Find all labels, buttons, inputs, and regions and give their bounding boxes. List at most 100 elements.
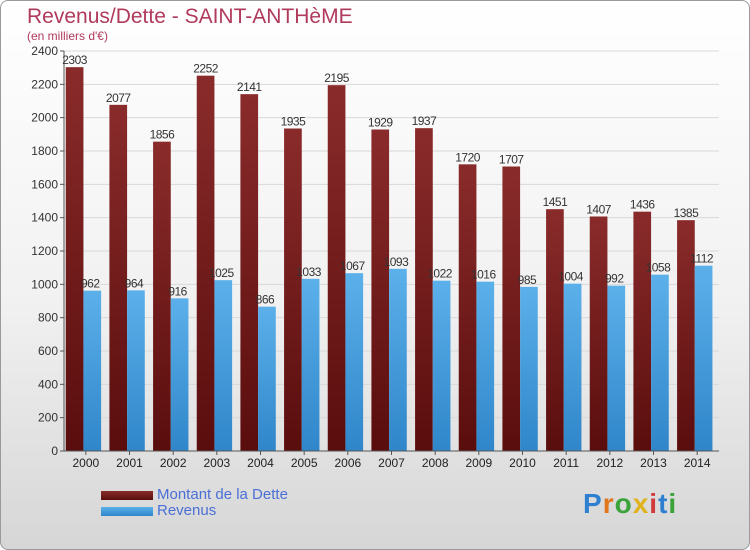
y-tick-label: 1600 [31, 177, 58, 191]
data-label-revenus: 916 [168, 284, 187, 298]
bar-dette-2006 [327, 85, 346, 452]
data-label-revenus: 1093 [384, 255, 410, 269]
data-label-dette: 2195 [324, 71, 350, 85]
x-tick-label: 2005 [291, 456, 318, 470]
data-label-revenus: 866 [256, 293, 275, 307]
y-tick-label: 0 [51, 444, 58, 458]
bar-dette-2008 [415, 128, 433, 451]
logo-letter: i [649, 488, 659, 519]
x-tick-label: 2000 [72, 456, 99, 470]
x-tick-label: 2013 [640, 456, 667, 470]
data-label-dette: 1436 [630, 198, 656, 212]
bar-revenus-2013 [651, 274, 669, 451]
bar-revenus-2007 [389, 268, 407, 451]
bar-revenus-2010 [520, 286, 538, 451]
logo-letter: o [614, 488, 633, 519]
bar-revenus-2006 [345, 273, 364, 451]
y-tick-label: 2200 [31, 77, 58, 91]
bar-revenus-2008 [432, 280, 451, 451]
y-tick-label: 200 [38, 411, 58, 425]
bar-dette-2009 [458, 164, 477, 452]
logo-letter: r [602, 488, 615, 519]
legend-swatch-revenus [101, 507, 153, 516]
legend-swatch-dette [101, 491, 153, 500]
data-label-revenus: 1112 [690, 252, 714, 266]
data-label-revenus: 985 [518, 273, 537, 287]
data-label-dette: 1707 [499, 153, 525, 167]
data-label-revenus: 1004 [558, 270, 584, 284]
legend-label-dette: Montant de la Dette [157, 486, 288, 503]
data-label-revenus: 992 [605, 272, 624, 286]
x-tick-label: 2009 [465, 456, 492, 470]
chart-subtitle: (en milliers d'€) [27, 29, 108, 43]
data-label-revenus: 1058 [646, 261, 672, 275]
chart-title: Revenus/Dette - SAINT-ANTHèME [27, 5, 353, 28]
bar-revenus-2002 [170, 298, 189, 451]
bar-dette-2004 [240, 94, 259, 452]
x-tick-label: 2014 [684, 456, 711, 470]
bar-revenus-2014 [694, 265, 713, 451]
data-label-dette: 1385 [674, 206, 700, 220]
bar-dette-2012 [589, 216, 608, 451]
data-label-revenus: 962 [81, 277, 100, 291]
data-label-dette: 2077 [106, 91, 132, 105]
y-tick-label: 2400 [31, 44, 58, 58]
x-tick-label: 2001 [116, 456, 143, 470]
bar-dette-2005 [284, 128, 302, 451]
y-tick-label: 1800 [31, 144, 58, 158]
data-label-revenus: 1067 [340, 259, 366, 273]
data-label-revenus: 1033 [296, 265, 322, 279]
bar-dette-2011 [546, 209, 564, 451]
data-label-dette: 1935 [281, 115, 307, 129]
logo-letter: i [668, 488, 678, 519]
x-tick-label: 2008 [422, 456, 449, 470]
data-label-dette: 1856 [150, 128, 176, 142]
legend-label-revenus: Revenus [157, 502, 217, 519]
logo-letter: P [583, 488, 603, 519]
bar-dette-2001 [109, 104, 128, 451]
x-tick-label: 2012 [596, 456, 623, 470]
logo-letter: t [658, 488, 669, 519]
data-label-dette: 1937 [412, 114, 438, 128]
data-label-revenus: 1016 [471, 268, 497, 282]
x-tick-label: 2010 [509, 456, 536, 470]
bar-revenus-2004 [258, 306, 276, 451]
data-label-dette: 1407 [586, 203, 612, 217]
labels: 2303 962 2077 964 1856 916 2252 1025 2141 866 1935… [62, 53, 714, 306]
data-label-revenus: 1025 [209, 266, 235, 280]
y-tick-label: 2000 [31, 111, 58, 125]
x-tick-label: 2011 [553, 456, 579, 470]
logo-letter: x [632, 488, 650, 519]
bars [65, 67, 713, 452]
data-label-dette: 2303 [62, 53, 88, 67]
data-label-dette: 1720 [455, 150, 481, 164]
bar-revenus-2011 [563, 283, 582, 451]
bar-revenus-2009 [476, 281, 495, 451]
axes: 0 200 400 600 800 1000 1200 1400 1600 1800 2000 220… [31, 44, 719, 470]
bar-dette-2002 [153, 141, 171, 451]
x-tick-label: 2007 [378, 456, 405, 470]
x-tick-label: 2003 [203, 456, 230, 470]
y-tick-label: 1400 [31, 211, 58, 225]
bar-dette-2000 [65, 67, 84, 452]
bar-dette-2014 [677, 220, 695, 451]
bar-dette-2013 [633, 211, 652, 451]
bar-revenus-2003 [214, 280, 233, 451]
data-label-dette: 1451 [543, 195, 569, 209]
y-tick-label: 1000 [31, 277, 58, 291]
bar-dette-2007 [371, 129, 390, 451]
bar-revenus-2012 [607, 285, 626, 451]
bar-dette-2010 [502, 166, 521, 451]
bar-revenus-2001 [127, 290, 145, 451]
y-tick-label: 1200 [31, 244, 58, 258]
y-tick-label: 600 [38, 344, 58, 358]
data-label-revenus: 964 [125, 276, 144, 290]
x-tick-label: 2006 [334, 456, 361, 470]
data-label-dette: 2141 [237, 80, 263, 94]
data-label-revenus: 1022 [427, 267, 453, 281]
y-tick-label: 400 [38, 377, 58, 391]
bar-revenus-2000 [83, 290, 102, 451]
bar-revenus-2005 [301, 278, 320, 451]
data-label-dette: 2252 [193, 62, 219, 76]
